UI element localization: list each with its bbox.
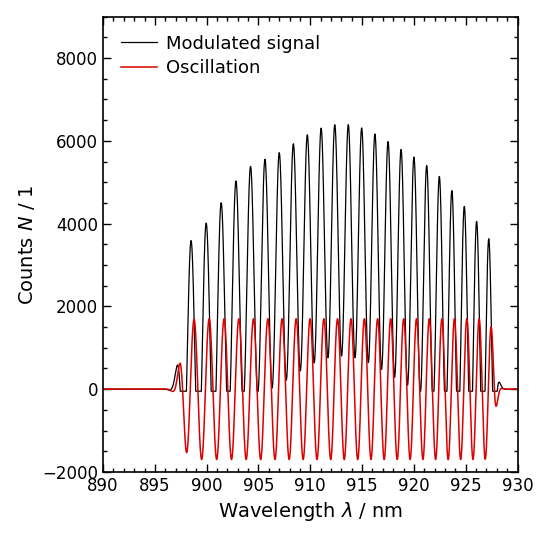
Oscillation	[274, 423, 280, 429]
X-axis label: Wavelength $\lambda$ / nm: Wavelength $\lambda$ / nm	[218, 501, 403, 523]
Modulated signal	[297, 367, 304, 374]
Modulated signal	[345, 122, 351, 128]
Modulated signal	[481, 388, 488, 394]
Oscillation	[277, 330, 284, 336]
Line: Modulated signal: Modulated signal	[103, 125, 518, 391]
Oscillation	[514, 386, 521, 393]
Line: Oscillation: Oscillation	[103, 319, 518, 460]
Legend: Modulated signal, Oscillation: Modulated signal, Oscillation	[112, 26, 329, 86]
Modulated signal	[100, 386, 106, 393]
Oscillation	[213, 456, 220, 463]
Modulated signal	[401, 267, 408, 273]
Modulated signal	[502, 386, 508, 393]
Oscillation	[297, 400, 304, 406]
Oscillation	[334, 315, 341, 322]
Oscillation	[481, 449, 488, 455]
Modulated signal	[177, 388, 184, 394]
Modulated signal	[274, 190, 280, 197]
Oscillation	[100, 386, 106, 393]
Oscillation	[502, 386, 508, 392]
Y-axis label: Counts $N$ / 1: Counts $N$ / 1	[16, 184, 37, 305]
Modulated signal	[277, 170, 284, 177]
Oscillation	[401, 319, 408, 326]
Modulated signal	[514, 386, 521, 393]
